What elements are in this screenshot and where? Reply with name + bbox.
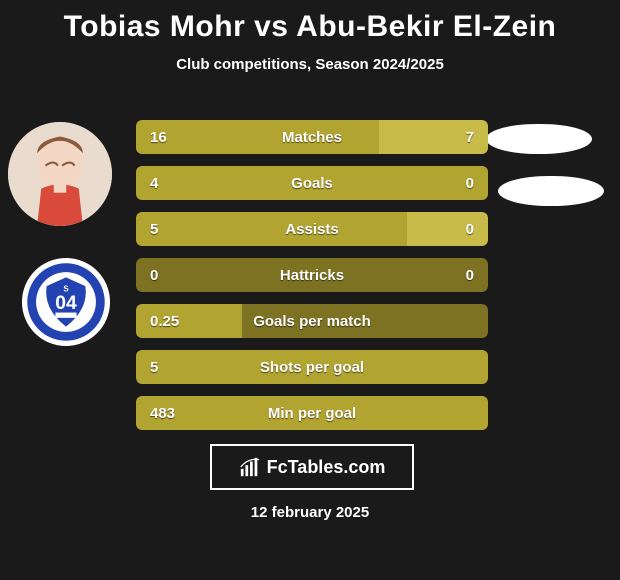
stat-label: Goals [136, 166, 488, 200]
stat-label: Shots per goal [136, 350, 488, 384]
stat-label: Goals per match [136, 304, 488, 338]
footer-brand: FcTables.com [210, 444, 414, 490]
player-left-club-logo: S 04 [22, 258, 110, 346]
stat-label: Min per goal [136, 396, 488, 430]
stats-container: 167Matches 40Goals 50Assists 00Hattricks 0.2… [136, 120, 488, 442]
stat-row: 50Assists [136, 212, 488, 246]
stat-label: Hattricks [136, 258, 488, 292]
stat-row: 40Goals [136, 166, 488, 200]
bar-chart-icon [239, 456, 261, 478]
player-right-club-placeholder [498, 176, 604, 206]
stat-row: 5Shots per goal [136, 350, 488, 384]
footer-date: 12 february 2025 [0, 504, 620, 521]
stat-row: 00Hattricks [136, 258, 488, 292]
avatar-placeholder-icon [8, 122, 112, 226]
stat-row: 0.25Goals per match [136, 304, 488, 338]
page-subtitle: Club competitions, Season 2024/2025 [0, 56, 620, 73]
page-title: Tobias Mohr vs Abu-Bekir El-Zein [0, 0, 620, 44]
footer-brand-text: FcTables.com [267, 457, 386, 478]
player-left-avatar [8, 122, 112, 226]
svg-text:04: 04 [55, 292, 77, 314]
player-right-avatar-placeholder [486, 124, 592, 154]
stat-label: Matches [136, 120, 488, 154]
stat-row: 483Min per goal [136, 396, 488, 430]
club-logo-icon: S 04 [22, 258, 110, 346]
stat-row: 167Matches [136, 120, 488, 154]
stat-label: Assists [136, 212, 488, 246]
